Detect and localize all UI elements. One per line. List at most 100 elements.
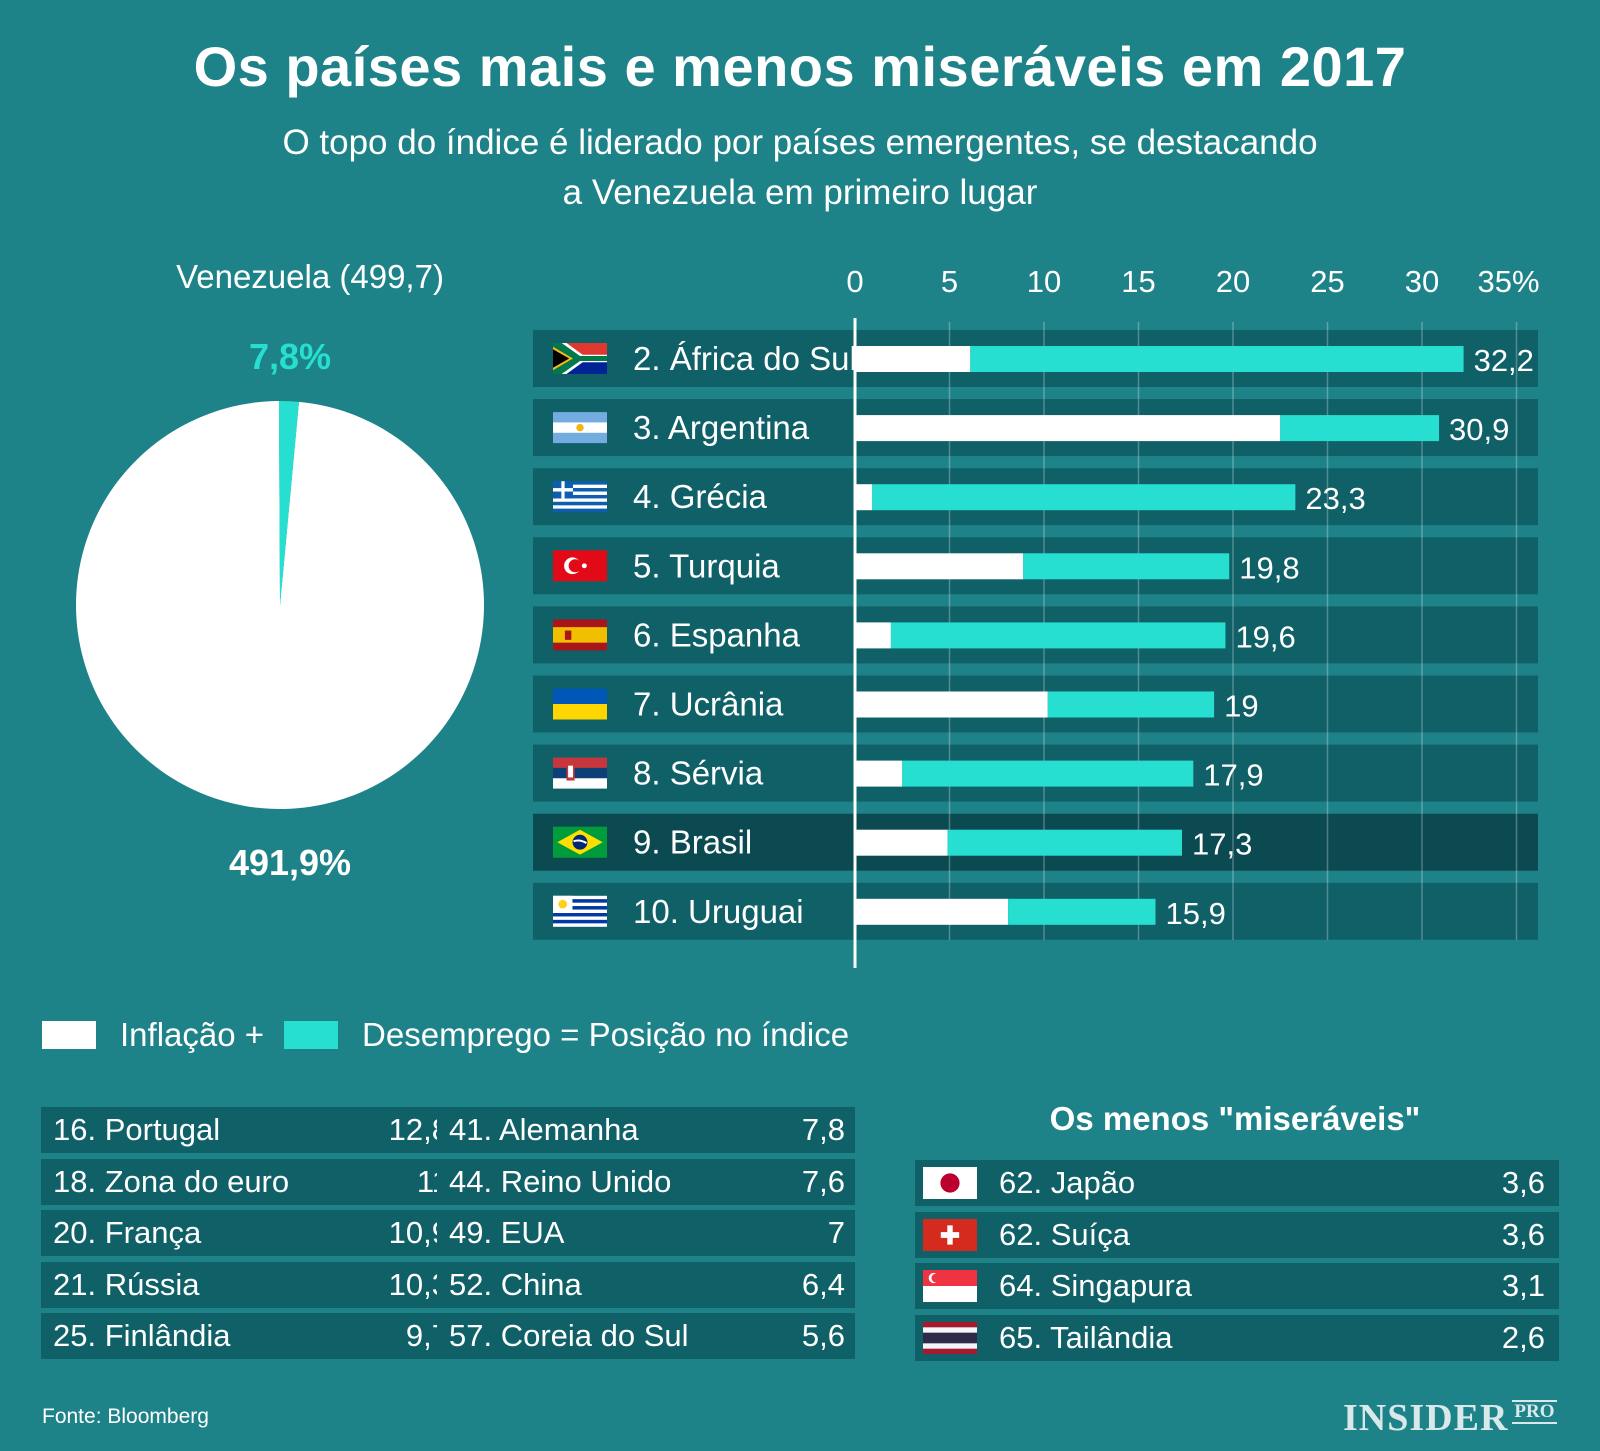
country-name: 21. Rússia <box>53 1266 200 1302</box>
country-name: 16. Portugal <box>53 1112 221 1147</box>
bar-unemployment <box>1047 691 1215 718</box>
country-value: 5,6 <box>801 1318 845 1354</box>
bar-unemployment <box>902 760 1194 787</box>
pie-slice-unemployment <box>278 401 299 605</box>
country-name: 25. Finlândia <box>53 1318 231 1354</box>
switzerland-flag-icon <box>923 1218 977 1251</box>
country-name: 18. Zona do euro <box>53 1163 290 1199</box>
legend: Inflação + Desemprego = Posição no índic… <box>42 1012 849 1058</box>
bar-total-label: 19,8 <box>1239 550 1299 585</box>
table-row: 62. Suíça 3,6 <box>915 1211 1559 1258</box>
ukraine-flag-icon <box>553 688 607 720</box>
south-africa-flag-icon <box>553 343 607 374</box>
bar-total-label: 19,6 <box>1235 619 1295 654</box>
source-note: Fonte: Bloomberg <box>42 1405 209 1428</box>
turkey-flag-icon <box>553 550 607 582</box>
x-tick-label: 25 <box>1310 264 1344 299</box>
pie-inflation-label: 491,9% <box>228 842 352 883</box>
bar-total-label: 17,9 <box>1203 758 1263 793</box>
table-row: 21. Rússia 10,3 <box>41 1261 459 1308</box>
misery-index-bar-chart: 0 5 10 15 20 25 30 35% 32,2 2. África do Sul 30,9 3… <box>533 264 1540 968</box>
bar-total-label: 19 <box>1224 689 1258 724</box>
pie-slice-inflation <box>75 401 484 809</box>
legend-unemployment-label: Desemprego = Posição no índice <box>362 1016 850 1053</box>
venezuela-pie-chart <box>75 401 484 809</box>
pie-label: Venezuela (499,7) <box>176 258 444 295</box>
table-row: 41. Alemanha 7,8 <box>437 1107 855 1153</box>
table-row: 49. EUA 7 <box>437 1210 855 1257</box>
bar-category-label: 4. Grécia <box>633 478 768 515</box>
table-row: 62. Japão 3,6 <box>915 1160 1559 1206</box>
chart-subtitle: O topo do índice é liderado por países e… <box>150 118 1450 218</box>
bar-unemployment <box>890 622 1226 649</box>
legend-inflation-swatch <box>42 1021 96 1049</box>
bar-unemployment <box>872 484 1296 511</box>
greece-flag-icon <box>553 481 607 513</box>
country-name: 64. Singapura <box>999 1268 1193 1304</box>
country-name: 62. Japão <box>999 1165 1136 1200</box>
table-row: 57. Coreia do Sul 5,6 <box>437 1313 855 1360</box>
x-tick-label: 20 <box>1216 264 1250 299</box>
table-row: 65. Tailândia 2,6 <box>915 1314 1559 1361</box>
logo-sup-text: PRO <box>1512 1400 1557 1424</box>
country-value: 7,6 <box>801 1163 845 1199</box>
country-name: 65. Tailândia <box>999 1319 1173 1355</box>
bar-inflation <box>855 829 948 856</box>
country-value: 6,4 <box>801 1266 845 1302</box>
country-name: 41. Alemanha <box>449 1112 639 1147</box>
chart-title: Os países mais e menos miseráveis em 201… <box>193 35 1407 98</box>
country-name: 44. Reino Unido <box>449 1163 672 1199</box>
country-value: 7 <box>827 1215 845 1251</box>
logo-main-text: INSIDER <box>1343 1397 1509 1439</box>
x-tick-label: 35% <box>1477 264 1539 299</box>
country-name: 62. Suíça <box>999 1216 1130 1252</box>
x-tick-label: 15 <box>1121 264 1155 299</box>
bar-total-label: 32,2 <box>1474 343 1534 378</box>
bar-category-label: 10. Uruguai <box>633 893 804 930</box>
japan-flag-icon <box>923 1167 977 1199</box>
country-name: 57. Coreia do Sul <box>449 1318 689 1354</box>
legend-inflation-label: Inflação + <box>120 1016 265 1053</box>
bar-total-label: 15,9 <box>1166 896 1226 931</box>
bar-total-label: 30,9 <box>1449 412 1509 447</box>
bar-inflation <box>855 553 1024 580</box>
table-row: 52. China 6,4 <box>437 1261 855 1308</box>
table-row: 20. França 10,9 <box>41 1210 459 1257</box>
bar-category-label: 9. Brasil <box>633 824 752 861</box>
serbia-flag-icon <box>553 757 607 789</box>
x-tick-label: 5 <box>941 264 958 299</box>
table-row: 25. Finlândia 9,7 <box>41 1313 459 1360</box>
bar-inflation <box>855 691 1048 718</box>
subtitle-line-2: a Venezuela em primeiro lugar <box>562 173 1038 212</box>
bar-category-label: 3. Argentina <box>633 409 810 446</box>
country-value: 3,1 <box>1501 1268 1545 1304</box>
bar-inflation <box>855 346 971 372</box>
country-value: 2,6 <box>1501 1319 1545 1355</box>
country-value: 7,8 <box>801 1112 845 1147</box>
bar-unemployment <box>1280 415 1440 442</box>
bar-total-label: 23,3 <box>1305 481 1365 516</box>
ranking-table-left: 16. Portugal 12,8 18. Zona do euro 11 20. Fr… <box>41 1107 459 1365</box>
bar-unemployment <box>970 346 1464 372</box>
uruguay-flag-icon <box>553 895 607 927</box>
table-row: 64. Singapura 3,1 <box>915 1263 1559 1310</box>
table-row: 18. Zona do euro 11 <box>41 1158 459 1205</box>
country-name: 49. EUA <box>449 1215 565 1251</box>
pie-unemployment-label: 7,8% <box>248 336 332 377</box>
country-name: 52. China <box>449 1266 582 1302</box>
bar-category-label: 2. África do Sul <box>633 340 857 377</box>
country-value: 3,6 <box>1501 1165 1545 1200</box>
argentina-flag-icon <box>553 412 607 444</box>
bar-category-label: 6. Espanha <box>633 616 801 653</box>
x-tick-label: 10 <box>1027 264 1061 299</box>
country-value: 3,6 <box>1501 1216 1545 1252</box>
spain-flag-icon <box>553 619 607 651</box>
bar-category-label: 8. Sérvia <box>633 755 764 792</box>
bar-unemployment <box>947 829 1182 856</box>
table-row: 44. Reino Unido 7,6 <box>437 1158 855 1205</box>
x-tick-label: 0 <box>846 264 863 299</box>
bar-category-label: 7. Ucrânia <box>633 686 784 723</box>
singapore-flag-icon <box>923 1270 977 1303</box>
country-name: 20. França <box>53 1215 202 1251</box>
bar-unemployment <box>1023 553 1230 580</box>
